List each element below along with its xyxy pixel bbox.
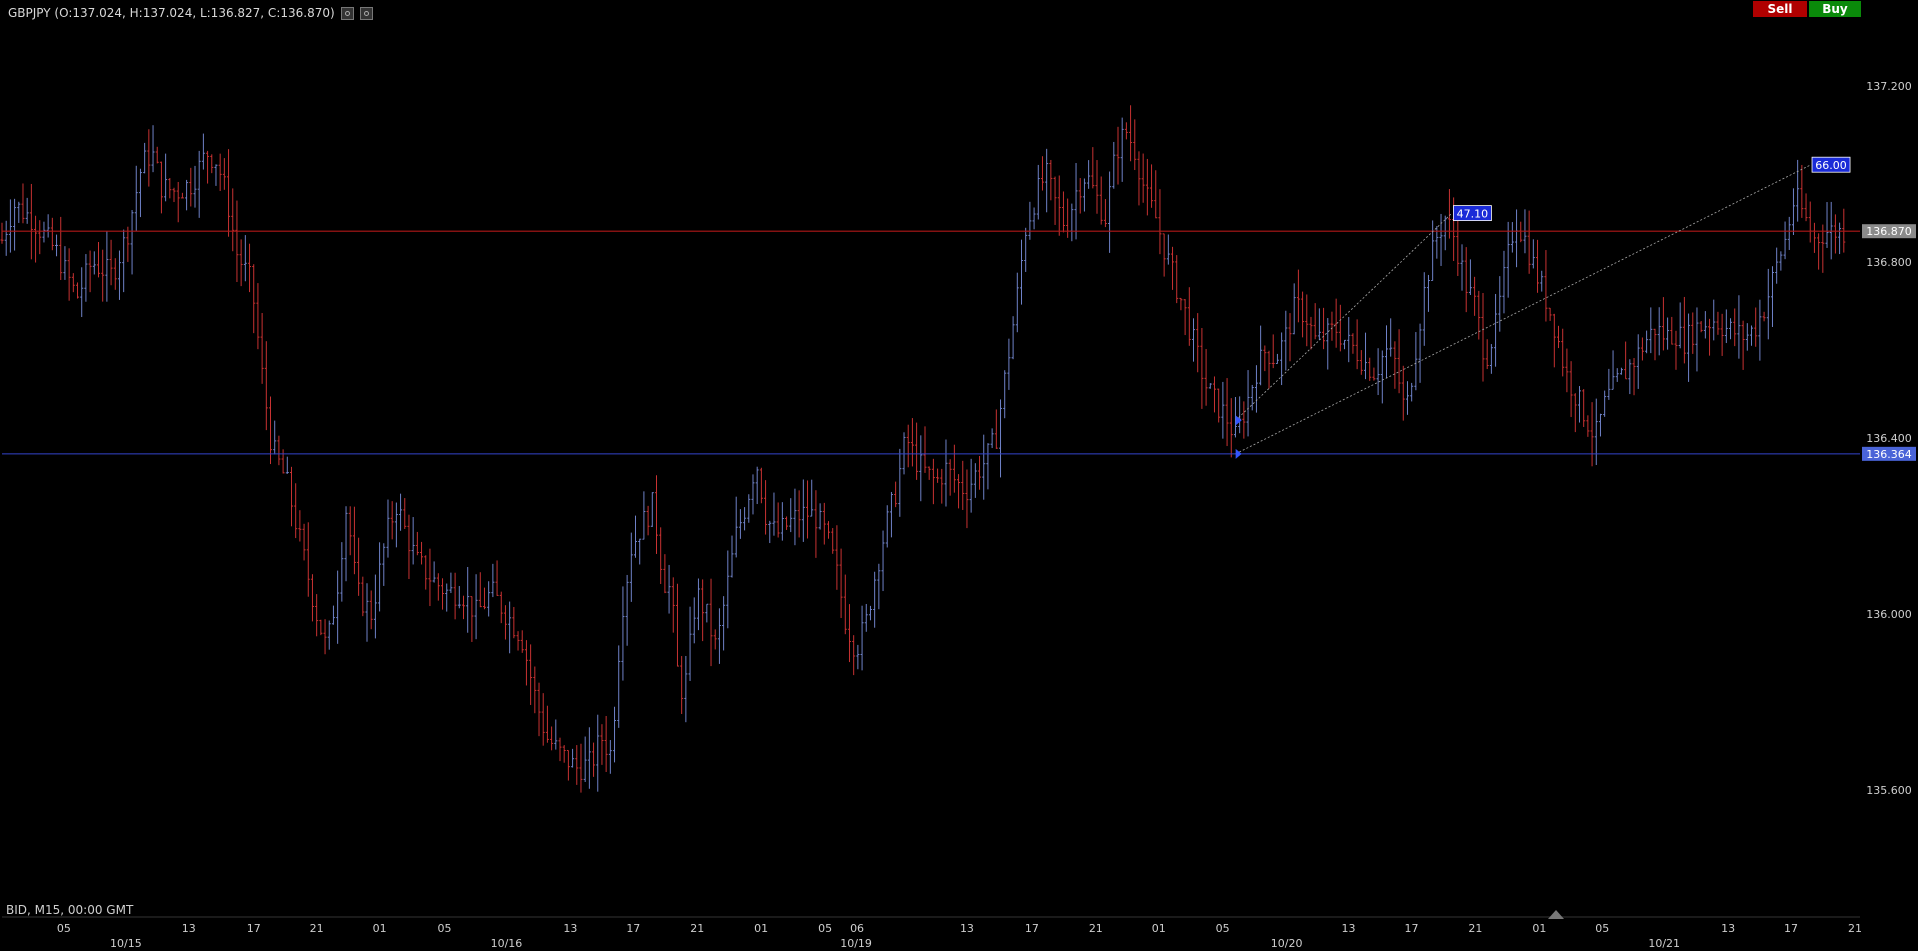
- sell-button[interactable]: Sell: [1753, 1, 1807, 17]
- x-tick-label: 05: [1216, 922, 1230, 935]
- price-bars: [0, 105, 1846, 793]
- x-tick-label: 05: [438, 922, 452, 935]
- x-tick-label: 13: [563, 922, 577, 935]
- y-tick-label: 137.200: [1866, 80, 1912, 93]
- x-tick-label: 17: [247, 922, 261, 935]
- y-tick-label: 135.600: [1866, 784, 1912, 797]
- x-tick-label: 01: [1152, 922, 1166, 935]
- x-tick-label: 01: [373, 922, 387, 935]
- x-tick-label: 06: [850, 922, 864, 935]
- y-tick-label: 136.000: [1866, 608, 1912, 621]
- x-tick-label: 17: [626, 922, 640, 935]
- measure-line: [1235, 164, 1811, 455]
- x-tick-label: 21: [1848, 922, 1862, 935]
- y-axis: 137.200 136.800 136.400 136.000 135.600 136.8…: [1862, 80, 1916, 797]
- measure-start-marker: [1235, 448, 1242, 459]
- gear-icon[interactable]: [340, 6, 354, 20]
- x-tick-label: 13: [1342, 922, 1356, 935]
- chart-info-label: BID, M15, 00:00 GMT: [6, 903, 134, 917]
- x-tick-label: 17: [1404, 922, 1418, 935]
- x-tick-label: 21: [690, 922, 704, 935]
- x-tick-label: 05: [57, 922, 71, 935]
- x-tick-label: 21: [1089, 922, 1103, 935]
- date-label: 10/21: [1648, 937, 1680, 950]
- support-level-tag-box: [1862, 446, 1916, 461]
- x-tick-label: 17: [1025, 922, 1039, 935]
- current-price-tag: 136.870: [1866, 225, 1912, 238]
- x-tick-label: 21: [1468, 922, 1482, 935]
- buy-button[interactable]: Buy: [1809, 1, 1861, 17]
- x-tick-label: 05: [1595, 922, 1609, 935]
- date-label: 10/20: [1271, 937, 1303, 950]
- measure-label-box: [1453, 205, 1492, 222]
- x-tick-label: 13: [182, 922, 196, 935]
- current-price-tag-box: [1862, 224, 1916, 239]
- measure-start-marker: [1235, 415, 1242, 426]
- x-tick-label: 01: [754, 922, 768, 935]
- scroll-marker-icon: [1548, 910, 1564, 919]
- chart-header: GBPJPY (O:137.024, H:137.024, L:136.827,…: [8, 6, 373, 20]
- date-label: 10/19: [840, 937, 872, 950]
- date-label: 10/16: [491, 937, 523, 950]
- x-tick-label: 21: [310, 922, 324, 935]
- measure-label-box: [1811, 156, 1851, 173]
- symbol-ohlc-label: GBPJPY (O:137.024, H:137.024, L:136.827,…: [8, 6, 335, 20]
- measure-line: [1235, 213, 1452, 421]
- x-tick-label: 13: [960, 922, 974, 935]
- x-tick-label: 17: [1784, 922, 1798, 935]
- x-tick-label: 13: [1721, 922, 1735, 935]
- support-level-tag: 136.364: [1866, 448, 1912, 461]
- annotations: 47.10 66.00: [1235, 156, 1851, 459]
- y-tick-label: 136.400: [1866, 432, 1912, 445]
- x-tick-label: 01: [1532, 922, 1546, 935]
- measure-label: 47.10: [1457, 208, 1489, 221]
- y-tick-label: 136.800: [1866, 256, 1912, 269]
- date-label: 10/15: [110, 937, 142, 950]
- x-tick-label: 05: [818, 922, 832, 935]
- price-levels: [2, 230, 1860, 455]
- x-axis: 05 13 17 21 01 05 13 17 21 01 05 06 13 17 21 01 05 13 17 21…: [2, 910, 1862, 950]
- target-icon[interactable]: [359, 6, 373, 20]
- measure-label: 66.00: [1815, 159, 1847, 172]
